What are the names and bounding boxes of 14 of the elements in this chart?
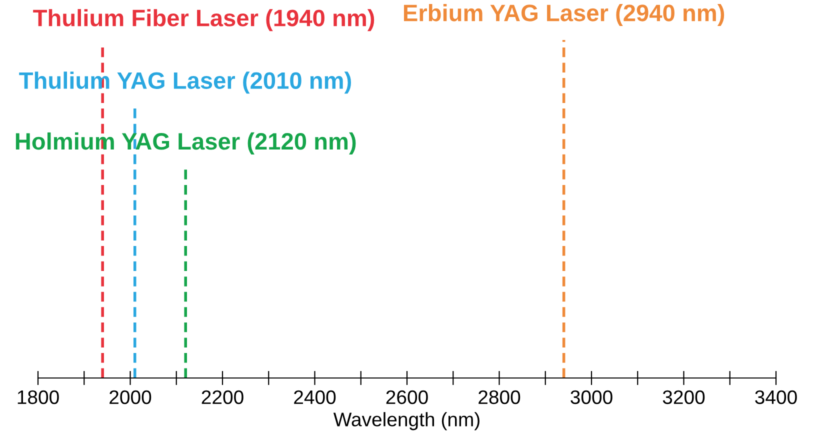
x-axis-title: Wavelength (nm)	[333, 412, 480, 430]
x-tick-label: 3400	[755, 390, 797, 404]
x-tick-label: 2000	[110, 390, 152, 404]
series-label: Erbium YAG Laser (2940 nm)	[404, 4, 724, 26]
x-tick-label: 2400	[294, 390, 336, 404]
x-tick-label: 3000	[570, 390, 612, 404]
x-tick-label: 3200	[662, 390, 705, 404]
x-tick-label: 2600	[386, 390, 428, 404]
text: Thulium YAG Laser (2010 nm)	[19, 72, 351, 94]
series-label: Holmium YAG Laser (2120 nm)	[16, 132, 356, 154]
x-tick-label: 2800	[478, 390, 520, 404]
text: Thulium Fiber Laser (1940 nm)	[33, 9, 374, 32]
x-tick-label: 1800	[18, 390, 59, 404]
x-tick-label: 2200	[202, 390, 244, 404]
